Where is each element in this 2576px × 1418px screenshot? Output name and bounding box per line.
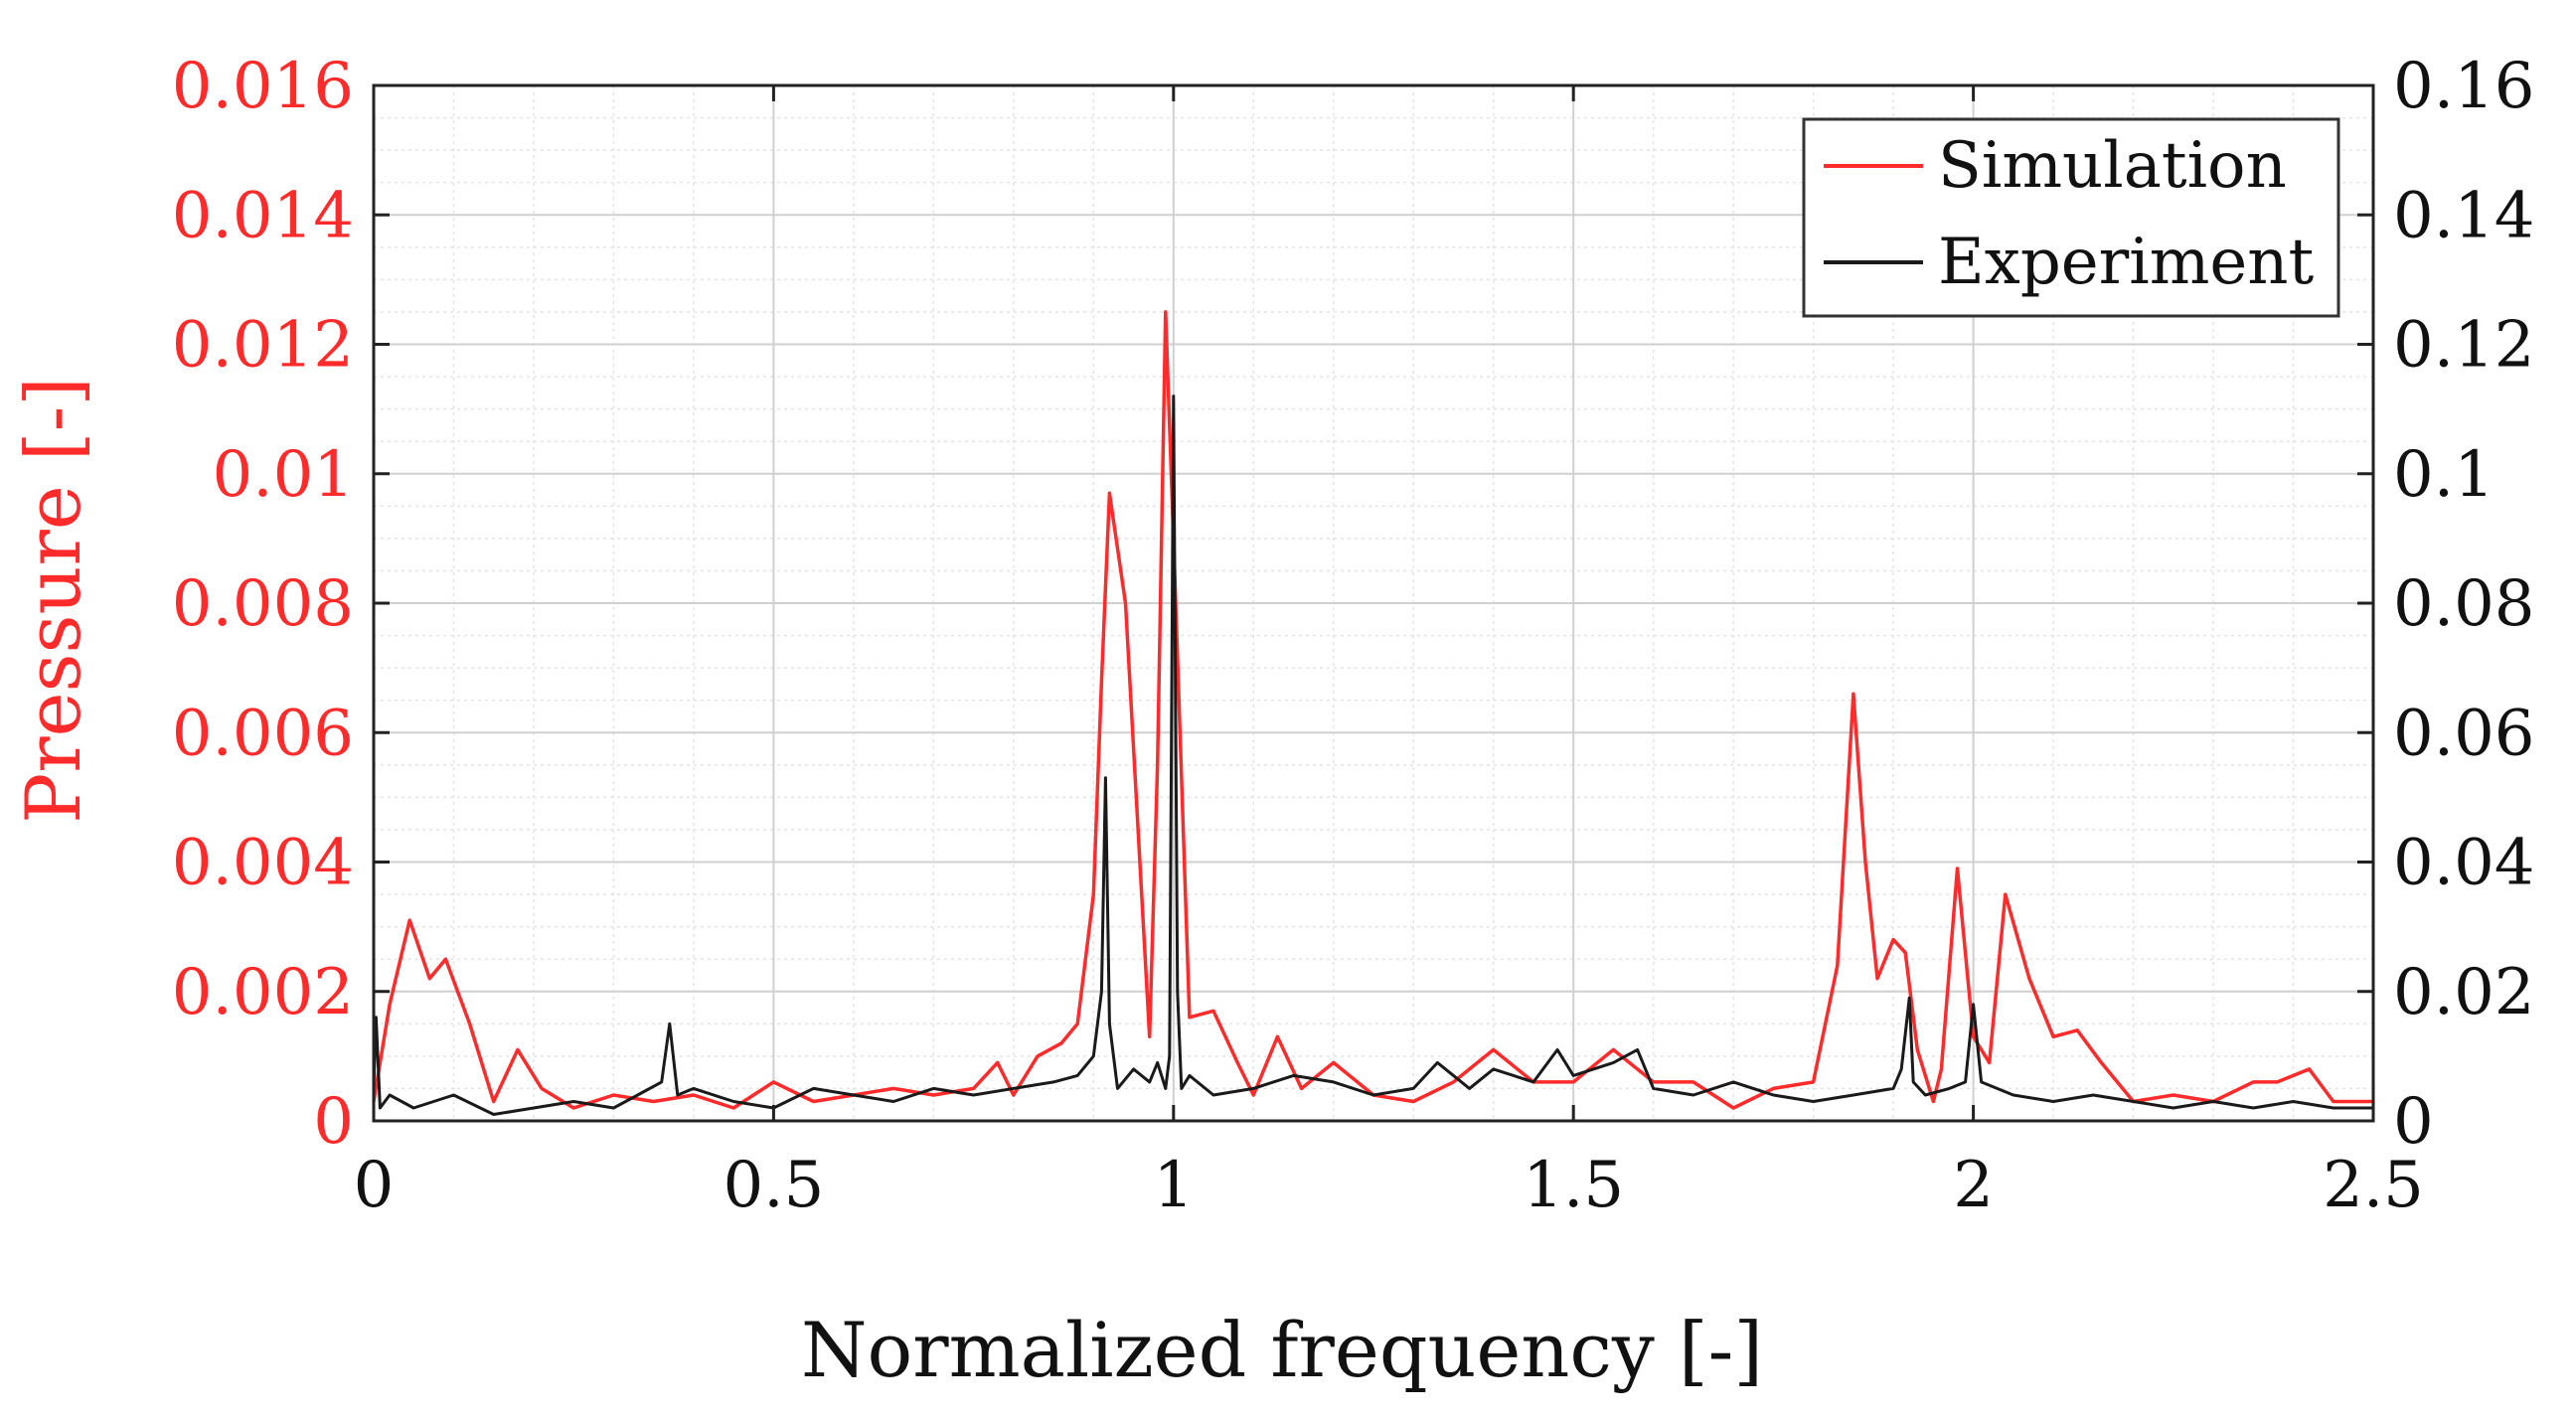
left-axis-tick-labels: 0 0.002 0.004 0.006 0.008 0.01 0.012 0.014 0.016	[172, 50, 354, 1159]
y-left-tick-label: 0.012	[172, 309, 354, 383]
y-right-tick-label: 0.04	[2393, 827, 2535, 900]
x-tick-label: 1.5	[1523, 1149, 1624, 1222]
x-tick-label: 2	[1953, 1149, 1994, 1222]
x-tick-label: 0.5	[724, 1149, 825, 1222]
y-left-tick-label: 0.006	[172, 697, 354, 770]
y-axis-label: Pressure [-]	[9, 377, 97, 824]
legend: Simulation Experiment	[1802, 117, 2340, 318]
y-left-tick-label: 0.008	[172, 567, 354, 641]
x-axis-tick-labels: 0 0.5 1 1.5 2 2.5	[354, 1149, 2424, 1222]
x-tick-label: 1	[1153, 1149, 1194, 1222]
y-left-tick-label: 0.01	[213, 438, 355, 512]
y-left-tick-label: 0.016	[172, 50, 354, 123]
legend-box	[1802, 117, 2340, 318]
y-left-tick-label: 0.002	[172, 956, 354, 1029]
y-right-tick-label: 0	[2393, 1085, 2434, 1159]
y-left-tick-label: 0	[313, 1085, 354, 1159]
series-line-simulation	[372, 310, 2373, 1110]
y-left-tick-label: 0.014	[172, 179, 354, 252]
right-axis-tick-labels: 0 0.02 0.04 0.06 0.08 0.1 0.12 0.14 0.16	[2393, 50, 2535, 1159]
legend-label-experiment: Experiment	[1938, 226, 2315, 299]
y-right-tick-label: 0.14	[2393, 179, 2535, 252]
x-axis-label: Normalized frequency [-]	[801, 1306, 1763, 1394]
y-right-tick-label: 0.08	[2393, 567, 2535, 641]
y-right-tick-label: 0.12	[2393, 309, 2535, 383]
series-layer	[372, 310, 2373, 1116]
y-right-tick-label: 0.1	[2393, 438, 2495, 512]
y-right-tick-label: 0.16	[2393, 50, 2535, 123]
y-left-tick-label: 0.004	[172, 827, 354, 900]
x-tick-label: 2.5	[2323, 1149, 2424, 1222]
x-tick-label: 0	[354, 1149, 395, 1222]
tick-marks	[372, 83, 2375, 1123]
y-right-tick-label: 0.02	[2393, 956, 2535, 1029]
series-line-experiment	[372, 394, 2373, 1116]
y-right-tick-label: 0.06	[2393, 697, 2535, 770]
legend-label-simulation: Simulation	[1938, 129, 2287, 203]
